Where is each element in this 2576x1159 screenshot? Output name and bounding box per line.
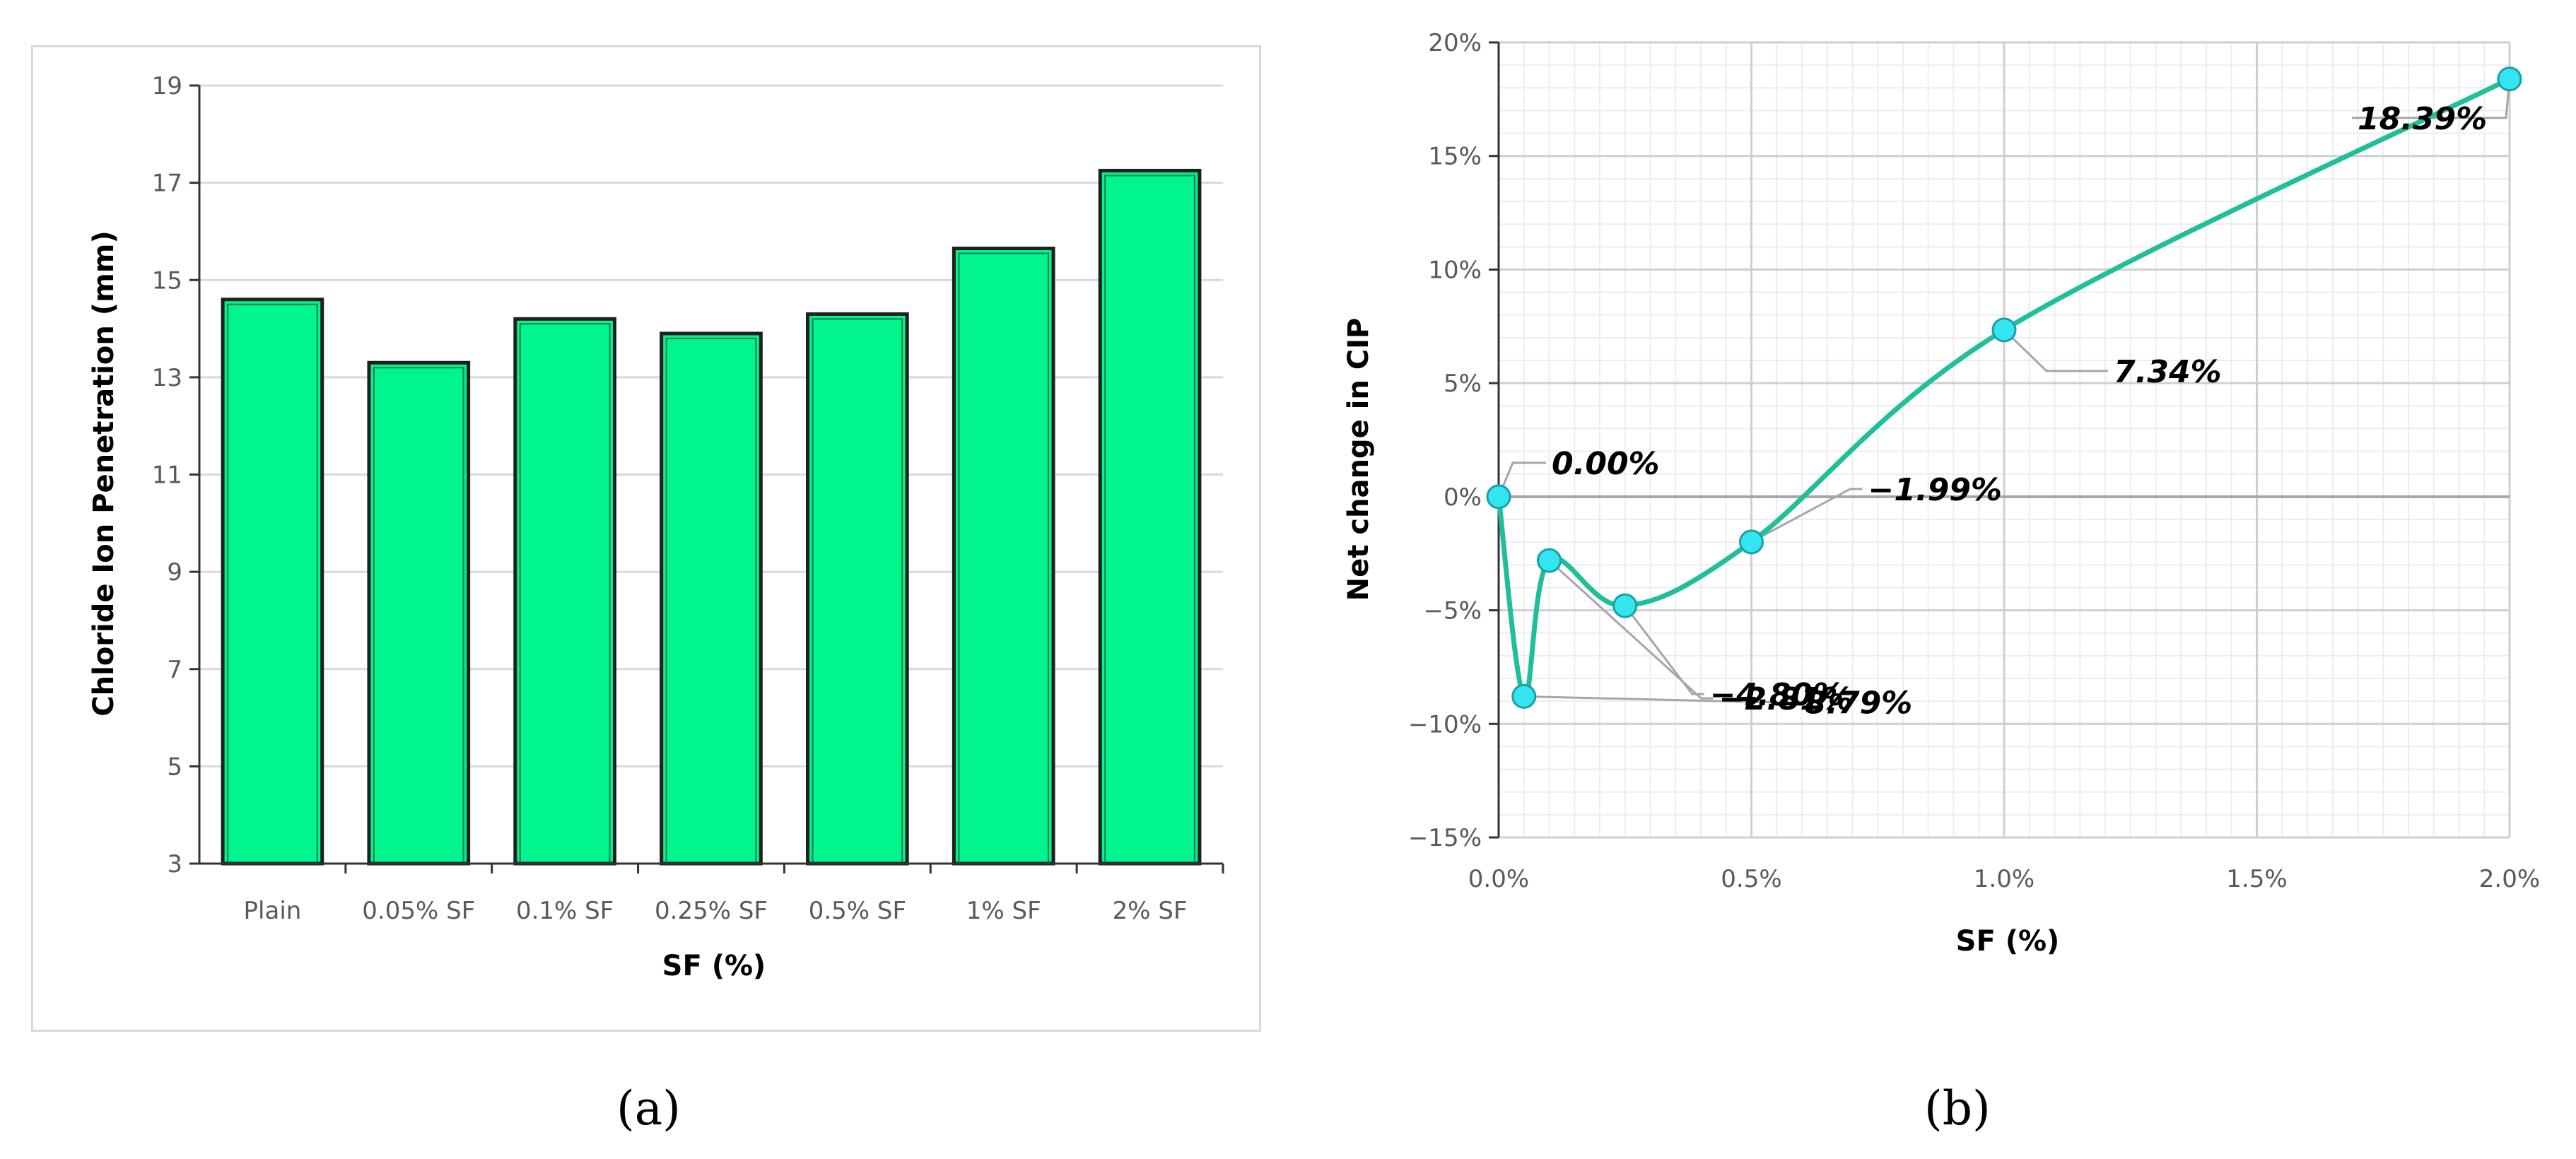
chart-b-point [1537,548,1562,573]
chart-b-data-label: −1.99% [1868,472,2003,508]
chart-a-bar [367,360,471,866]
chart-b-point [1612,593,1638,618]
chart-b-leader-line [1548,560,1714,700]
chart-b-y-tick-labels: −15% −10% −5% 0% 5% 10% 15% 20% [1408,29,1482,852]
chart-a-x-tick-label: 0.25% SF [655,897,768,925]
chart-b-point [1739,529,1764,555]
chart-a-y-tick-label: 15 [152,266,182,295]
chart-a-x-tick-label: 0.1% SF [516,897,614,925]
chart-b-leader-line [1750,488,1863,543]
chart-a-x-tick-labels: Plain 0.05% SF 0.1% SF 0.25% SF 0.5% SF 1% SF… [244,897,1188,925]
chart-b-y-tick-label: 10% [1428,256,1482,284]
chart-b-data-label: −8.79% [1779,685,1913,721]
chart-b-points [1486,66,2522,709]
chart-b-gridlines [1497,41,2511,839]
chart-a-y-tick-label: 13 [152,364,182,392]
chart-b-data-label: 0.00% [1552,446,1660,482]
chart-b-x-tick-label: 2.0% [2479,865,2540,893]
panel-label-a: (a) [616,1081,681,1136]
chart-b-y-tick-label: 20% [1428,29,1482,57]
chart-b-label-leader-lines [1497,78,2511,703]
chart-b-data-label: 18.39% [2358,101,2487,137]
chart-b-point [2497,66,2522,92]
chart-a-y-tick-label: 9 [167,558,182,587]
chart-b-y-tick-label: 5% [1444,370,1482,398]
chart-b-y-tick-label: 0% [1444,483,1482,512]
chart-b-y-tick-label: −15% [1408,824,1482,852]
chart-a-y-tick-label: 5 [167,753,182,781]
panel-label-b: (b) [1924,1081,1991,1136]
chart-b-data-label: −2.81% [1719,681,1854,717]
chart-a-x-axis-title: SF (%) [662,950,766,982]
chart-a-y-tick-label: 17 [152,170,182,198]
chart-b-leader-line [2352,78,2511,119]
chart-a: 3 5 7 9 11 13 15 17 19 Plain 0.05% SF 0.1% SF 0.25%… [88,72,1224,982]
chart-b-x-tick-label: 1.5% [2226,865,2287,893]
chart-b-x-tick-label: 0.5% [1721,865,1781,893]
chart-b-point [1486,484,1511,510]
chart-a-bar [1098,168,1202,866]
chart-b-y-tick-label: −10% [1408,710,1482,739]
chart-b-y-tick-label: 15% [1428,143,1482,171]
chart-a-y-tick-label: 7 [167,656,182,684]
chart-a-bar [952,247,1055,866]
chart-a-y-tick-labels: 3 5 7 9 11 13 15 17 19 [152,72,182,878]
chart-a-bar [660,331,763,866]
chart-b: −15% −10% −5% 0% 5% 10% 15% 20% 0.0% 0.5% 1.0% 1.5… [1342,29,2540,958]
chart-b-data-labels: 0.00% −8.79%−2.81%−4.80% −1.99% 7.34% 18.39% [1552,101,2487,722]
chart-b-point [1991,317,2017,343]
chart-b-x-tick-label: 1.0% [1974,865,2035,893]
chart-a-bar [221,298,324,866]
chart-a-x-tick-label: 1% SF [966,897,1041,925]
chart-a-x-tick-label: Plain [244,897,302,925]
chart-a-bars [221,168,1202,866]
chart-a-y-axis-title: Chloride Ion Penetration (mm) [88,230,120,716]
chart-a-bar [513,317,616,866]
chart-a-y-tick-label: 11 [152,461,182,490]
chart-b-x-tick-labels: 0.0% 0.5% 1.0% 1.5% 2.0% [1468,865,2540,893]
chart-a-x-tick-label: 2% SF [1113,897,1188,925]
chart-b-leader-line [2003,329,2108,372]
chart-a-axes [189,84,1224,873]
chart-b-axes [1489,41,2510,839]
chart-b-x-tick-label: 0.0% [1468,865,1529,893]
chart-b-x-axis-title: SF (%) [1956,925,2060,958]
chart-a-x-tick-label: 0.05% SF [362,897,475,925]
chart-a-bar [806,312,909,866]
chart-a-x-tick-label: 0.5% SF [809,897,906,925]
chart-b-leader-line [1523,695,1773,703]
chart-b-point [1511,683,1537,709]
chart-a-y-tick-label: 3 [167,850,182,878]
chart-b-y-axis-title: Net change in CIP [1342,318,1375,601]
chart-b-y-tick-label: −5% [1424,597,1482,625]
chart-b-leader-line [1624,605,1704,695]
chart-b-data-label: 7.34% [2114,354,2222,390]
chart-b-data-label: −4.80% [1710,677,1844,713]
chart-a-y-tick-label: 19 [152,72,182,100]
